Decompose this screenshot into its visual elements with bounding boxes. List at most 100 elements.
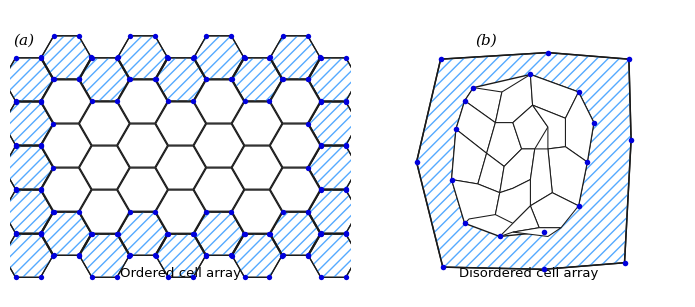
- Point: [10, 99, 21, 104]
- Polygon shape: [486, 122, 522, 166]
- Polygon shape: [530, 75, 578, 118]
- Point: [302, 76, 313, 81]
- Point: [149, 253, 161, 258]
- Point: [47, 253, 58, 258]
- Point: [112, 55, 123, 60]
- Point: [188, 99, 199, 103]
- Point: [111, 232, 122, 237]
- Point: [124, 76, 136, 81]
- Polygon shape: [270, 124, 320, 167]
- Point: [200, 77, 211, 82]
- Point: [341, 99, 352, 103]
- Point: [353, 165, 364, 170]
- Point: [10, 144, 21, 149]
- Point: [316, 187, 327, 192]
- Point: [47, 165, 58, 170]
- Point: [188, 55, 199, 60]
- Polygon shape: [117, 36, 167, 79]
- Point: [47, 209, 58, 214]
- Point: [47, 77, 58, 82]
- Point: [264, 232, 275, 237]
- Polygon shape: [79, 102, 129, 145]
- Point: [226, 33, 237, 38]
- Point: [149, 76, 161, 81]
- Point: [0, 209, 8, 214]
- Point: [341, 99, 352, 104]
- Polygon shape: [496, 75, 532, 122]
- Polygon shape: [41, 212, 91, 255]
- Point: [341, 144, 352, 149]
- Polygon shape: [232, 102, 282, 145]
- Point: [10, 187, 21, 192]
- Point: [35, 144, 46, 149]
- Point: [73, 210, 84, 215]
- Point: [238, 55, 250, 60]
- Point: [149, 33, 161, 38]
- Point: [353, 209, 364, 214]
- Point: [0, 253, 8, 258]
- Point: [35, 275, 46, 280]
- Point: [226, 210, 237, 215]
- Point: [35, 143, 46, 148]
- Point: [201, 33, 212, 38]
- Polygon shape: [500, 149, 534, 193]
- Polygon shape: [79, 190, 129, 233]
- Point: [112, 231, 123, 236]
- Point: [277, 253, 288, 258]
- Polygon shape: [452, 180, 500, 223]
- Point: [188, 55, 199, 60]
- Point: [188, 231, 199, 236]
- Point: [124, 77, 135, 82]
- Point: [0, 165, 8, 170]
- Point: [35, 99, 46, 104]
- Point: [85, 55, 97, 60]
- Polygon shape: [156, 234, 206, 277]
- Point: [341, 55, 352, 60]
- Polygon shape: [3, 190, 53, 233]
- Point: [86, 55, 97, 60]
- Point: [265, 55, 276, 60]
- Point: [111, 275, 122, 280]
- Point: [316, 55, 327, 60]
- Polygon shape: [41, 168, 91, 211]
- Polygon shape: [532, 105, 566, 149]
- Point: [315, 55, 326, 60]
- Point: [353, 253, 364, 258]
- Point: [73, 76, 84, 81]
- Polygon shape: [465, 87, 502, 122]
- Point: [10, 188, 21, 192]
- Polygon shape: [156, 102, 206, 145]
- Point: [163, 275, 174, 280]
- Text: Ordered cell array: Ordered cell array: [120, 267, 241, 280]
- Polygon shape: [513, 228, 561, 236]
- Polygon shape: [530, 193, 578, 228]
- Point: [124, 33, 136, 38]
- Point: [303, 209, 314, 214]
- Point: [303, 77, 314, 82]
- Point: [35, 188, 46, 192]
- Polygon shape: [530, 149, 553, 206]
- Point: [73, 253, 84, 258]
- Point: [10, 231, 21, 236]
- Polygon shape: [194, 212, 244, 255]
- Point: [316, 99, 327, 103]
- Polygon shape: [232, 146, 282, 189]
- Polygon shape: [117, 124, 167, 167]
- Point: [74, 77, 85, 82]
- Point: [35, 55, 46, 60]
- Point: [302, 253, 313, 258]
- Point: [239, 232, 250, 237]
- Polygon shape: [452, 75, 594, 236]
- Point: [35, 55, 47, 60]
- Point: [124, 253, 135, 258]
- Polygon shape: [79, 58, 129, 101]
- Point: [264, 275, 275, 280]
- Point: [111, 55, 122, 60]
- Point: [316, 275, 327, 280]
- Point: [10, 232, 21, 237]
- Point: [226, 76, 237, 81]
- Point: [316, 143, 327, 148]
- Polygon shape: [79, 146, 129, 189]
- Point: [10, 99, 21, 103]
- Polygon shape: [3, 58, 53, 101]
